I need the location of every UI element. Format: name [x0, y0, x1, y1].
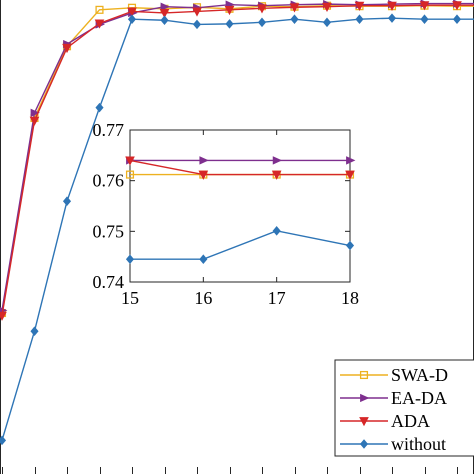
inset-point-3-1	[199, 254, 208, 264]
inset-point-1-3	[346, 156, 356, 165]
inset-y-tick-label: 0.74	[93, 272, 125, 292]
inset-axes: 15 16 17 18 0.74 0.75 0.76 0.77	[93, 120, 360, 308]
main-point-2-0	[0, 311, 7, 321]
main-point-3-7	[225, 19, 234, 29]
inset-y-tick-label: 0.75	[93, 221, 125, 241]
inset-series	[125, 156, 356, 264]
inset-x-tick-label: 16	[194, 288, 212, 308]
main-point-1-1	[30, 108, 40, 117]
legend-label-1: EA-DA	[391, 388, 447, 408]
inset-x-tick-label: 17	[268, 288, 286, 308]
legend-label-3: without	[391, 434, 446, 454]
legend-marker-2	[359, 417, 369, 427]
legend-marker-0	[359, 370, 369, 380]
main-point-3-12	[387, 13, 397, 23]
main-point-2-6	[192, 7, 202, 17]
inset-frame	[129, 129, 351, 283]
legend-label-0: SWA-D	[391, 365, 448, 385]
inset-series-line-2	[129, 159, 350, 176]
inset-point-2-2	[271, 170, 282, 180]
main-point-1-5	[160, 2, 170, 11]
main-point-3-5	[160, 15, 169, 26]
main-point-3-1	[30, 326, 39, 336]
main-point-2-13	[419, 1, 430, 11]
legend-label-2: ADA	[391, 411, 430, 431]
main-point-2-5	[159, 9, 170, 19]
inset-point-3-0	[125, 254, 135, 264]
inset-point-3-3	[345, 240, 355, 251]
inset-y-tick-label: 0.76	[93, 171, 125, 191]
main-point-3-2	[62, 196, 72, 206]
main-point-3-3	[95, 102, 104, 113]
main-ticks	[2, 467, 458, 474]
legend-box	[334, 359, 474, 457]
legend-marker-3	[359, 439, 369, 449]
inset-series-line-3	[130, 230, 351, 260]
main-point-2-7	[224, 5, 235, 16]
inset-x-tick-label: 15	[121, 288, 139, 308]
inset-ticks: 15 16 17 18 0.74 0.75 0.76 0.77	[93, 120, 360, 308]
main-point-3-9	[290, 14, 299, 24]
main-point-2-11	[354, 1, 365, 11]
main-point-2-9	[289, 3, 300, 13]
legend-marker-1	[360, 393, 370, 403]
main-point-3-8	[257, 17, 267, 28]
inset-point-2-1	[198, 170, 209, 180]
main-series-line-3	[1, 17, 474, 441]
inset-point-1-2	[272, 156, 283, 165]
inset-point-0-0	[125, 170, 135, 179]
main-point-2-14	[452, 1, 462, 11]
inset-point-2-0	[125, 156, 135, 166]
main-point-3-14	[452, 14, 462, 24]
inset-y-tick-label: 0.77	[93, 120, 125, 140]
main-point-3-10	[322, 17, 332, 28]
main-point-3-11	[355, 14, 364, 24]
inset-x-tick-label: 18	[341, 288, 359, 308]
main-point-2-3	[94, 19, 105, 29]
main-point-2-8	[257, 4, 267, 14]
main-point-2-10	[322, 2, 332, 12]
main-point-3-4	[127, 14, 137, 24]
main-point-3-6	[192, 19, 202, 30]
inset-point-2-3	[345, 170, 355, 180]
inset-point-3-2	[272, 226, 281, 236]
legend-entries: SWA-D EA-DA ADA without	[340, 365, 448, 454]
inset-point-1-1	[199, 156, 209, 165]
main-point-2-2	[62, 43, 72, 54]
main-series-line-0	[1, 4, 474, 314]
main-point-3-0	[0, 435, 7, 446]
main-point-3-13	[420, 14, 429, 24]
main-point-2-4	[127, 7, 137, 17]
main-point-2-1	[29, 116, 40, 126]
legend: SWA-D EA-DA ADA without	[334, 359, 474, 457]
main-series	[0, 0, 474, 446]
main-series-line-2	[1, 4, 474, 316]
main-point-0-3	[95, 5, 104, 14]
main-point-2-12	[387, 1, 397, 11]
